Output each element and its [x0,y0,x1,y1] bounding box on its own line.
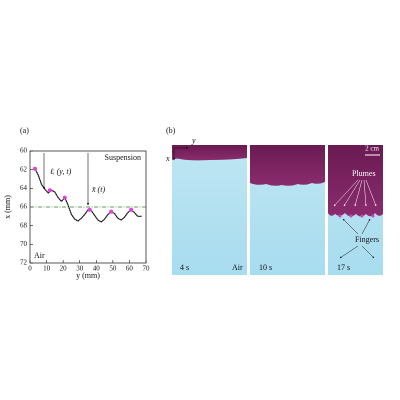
x-tick-label: 70 [143,265,151,273]
annotation: Suspension [105,153,141,162]
data-point [47,188,52,193]
x-tick-label: 40 [93,265,101,273]
y-tick-label: 72 [20,259,28,267]
x-tick-label: 30 [76,265,84,273]
data-point [62,195,67,200]
axis-label: x [165,154,170,163]
finger-arrows [339,218,375,259]
x-tick-label: 10 [43,265,51,273]
plumes-label: Plumes [352,169,376,178]
time-label: 10 s [259,263,272,272]
data-point [32,166,37,171]
annotation: ℓᵢ (y, t) [50,167,72,176]
medium-label: Air [232,263,243,272]
x-tick-label: 0 [28,265,32,273]
fingers-label: Fingers [355,235,379,244]
scale-label: 2 cm [365,145,379,153]
panel-a: (a) y (mm) x (mm) Suspension Air ℓᵢ (y, … [3,126,150,280]
panel-b: (b) y x 4 s Air 10 s 2 cm Plumes Fingers [165,126,383,275]
panel-label: (b) [166,126,176,135]
suspension-region [250,145,325,186]
x-tick-label: 60 [126,265,134,273]
y-tick-label: 68 [20,221,28,229]
axis-label: y [191,136,196,145]
x-tick-label: 20 [60,265,68,273]
time-label: 4 s [180,263,189,272]
finger-tips [338,214,375,218]
time-label: 17 s [337,263,350,272]
y-tick-label: 64 [20,184,28,192]
y-tick-label: 70 [20,240,28,248]
data-point [129,207,134,212]
photo [172,145,247,275]
y-axis-label: x (mm) [3,195,12,219]
data-point [87,207,92,212]
panel-label: (a) [20,126,29,135]
plume-arrows [333,179,377,207]
suspension-region [328,145,383,217]
x-tick-label: 50 [109,265,117,273]
y-tick-label: 60 [20,147,28,155]
data-point [109,209,114,214]
y-tick-label: 62 [20,165,28,173]
y-tick-label: 66 [20,203,28,211]
annotation: Air [34,251,45,260]
annotation: x̄ (t) [91,185,105,194]
x-axis-label: y (mm) [76,271,100,280]
suspension-region [172,145,247,161]
